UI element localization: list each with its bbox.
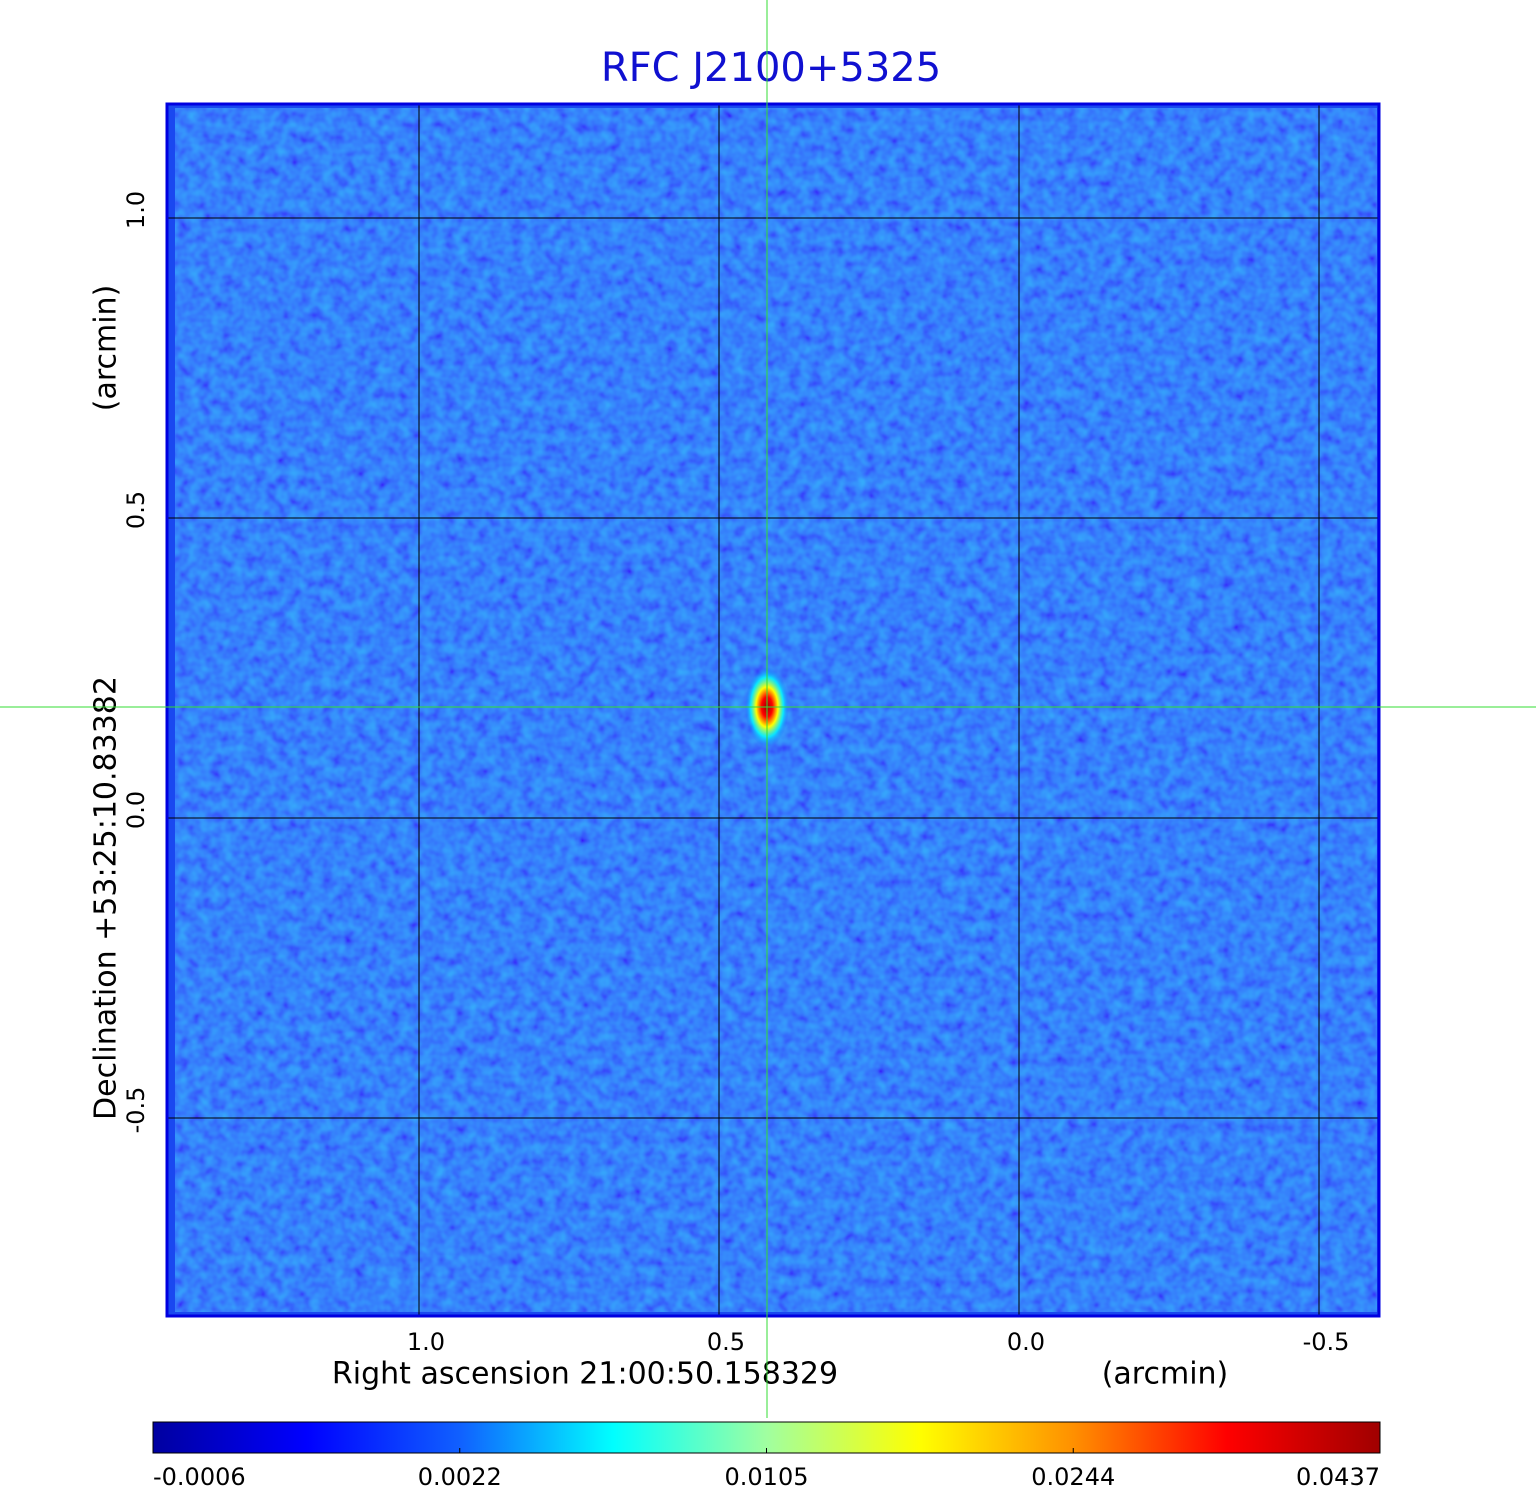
colorbar (152, 1421, 1381, 1454)
chart-title: RFC J2100+5325 (601, 45, 941, 91)
x-tick-label: 0.0 (1007, 1328, 1045, 1356)
colorbar-tick-label: 0.0244 (1031, 1463, 1115, 1491)
colorbar-tick-label: -0.0006 (153, 1463, 246, 1491)
x-axis-label: Right ascension 21:00:50.158329 (332, 1357, 838, 1392)
y-tick-label: -0.5 (122, 1087, 150, 1134)
y-tick-label: 0.5 (122, 491, 150, 529)
plot-frame (165, 102, 1381, 1318)
colorbar-tick-label: 0.0105 (725, 1463, 809, 1491)
y-tick-label: 1.0 (122, 191, 150, 229)
x-tick-label: 1.0 (407, 1328, 445, 1356)
y-tick-label: 0.0 (122, 791, 150, 829)
x-axis-unit: (arcmin) (1102, 1357, 1229, 1392)
colorbar-tick-label: 0.0022 (418, 1463, 502, 1491)
y-axis-unit: (arcmin) (89, 285, 124, 412)
colorbar-tick-label: 0.0437 (1296, 1463, 1380, 1491)
x-tick-label: 0.5 (707, 1328, 745, 1356)
x-tick-label: -0.5 (1303, 1328, 1350, 1356)
y-axis-label: Declination +53:25:10.83382 (89, 676, 124, 1120)
